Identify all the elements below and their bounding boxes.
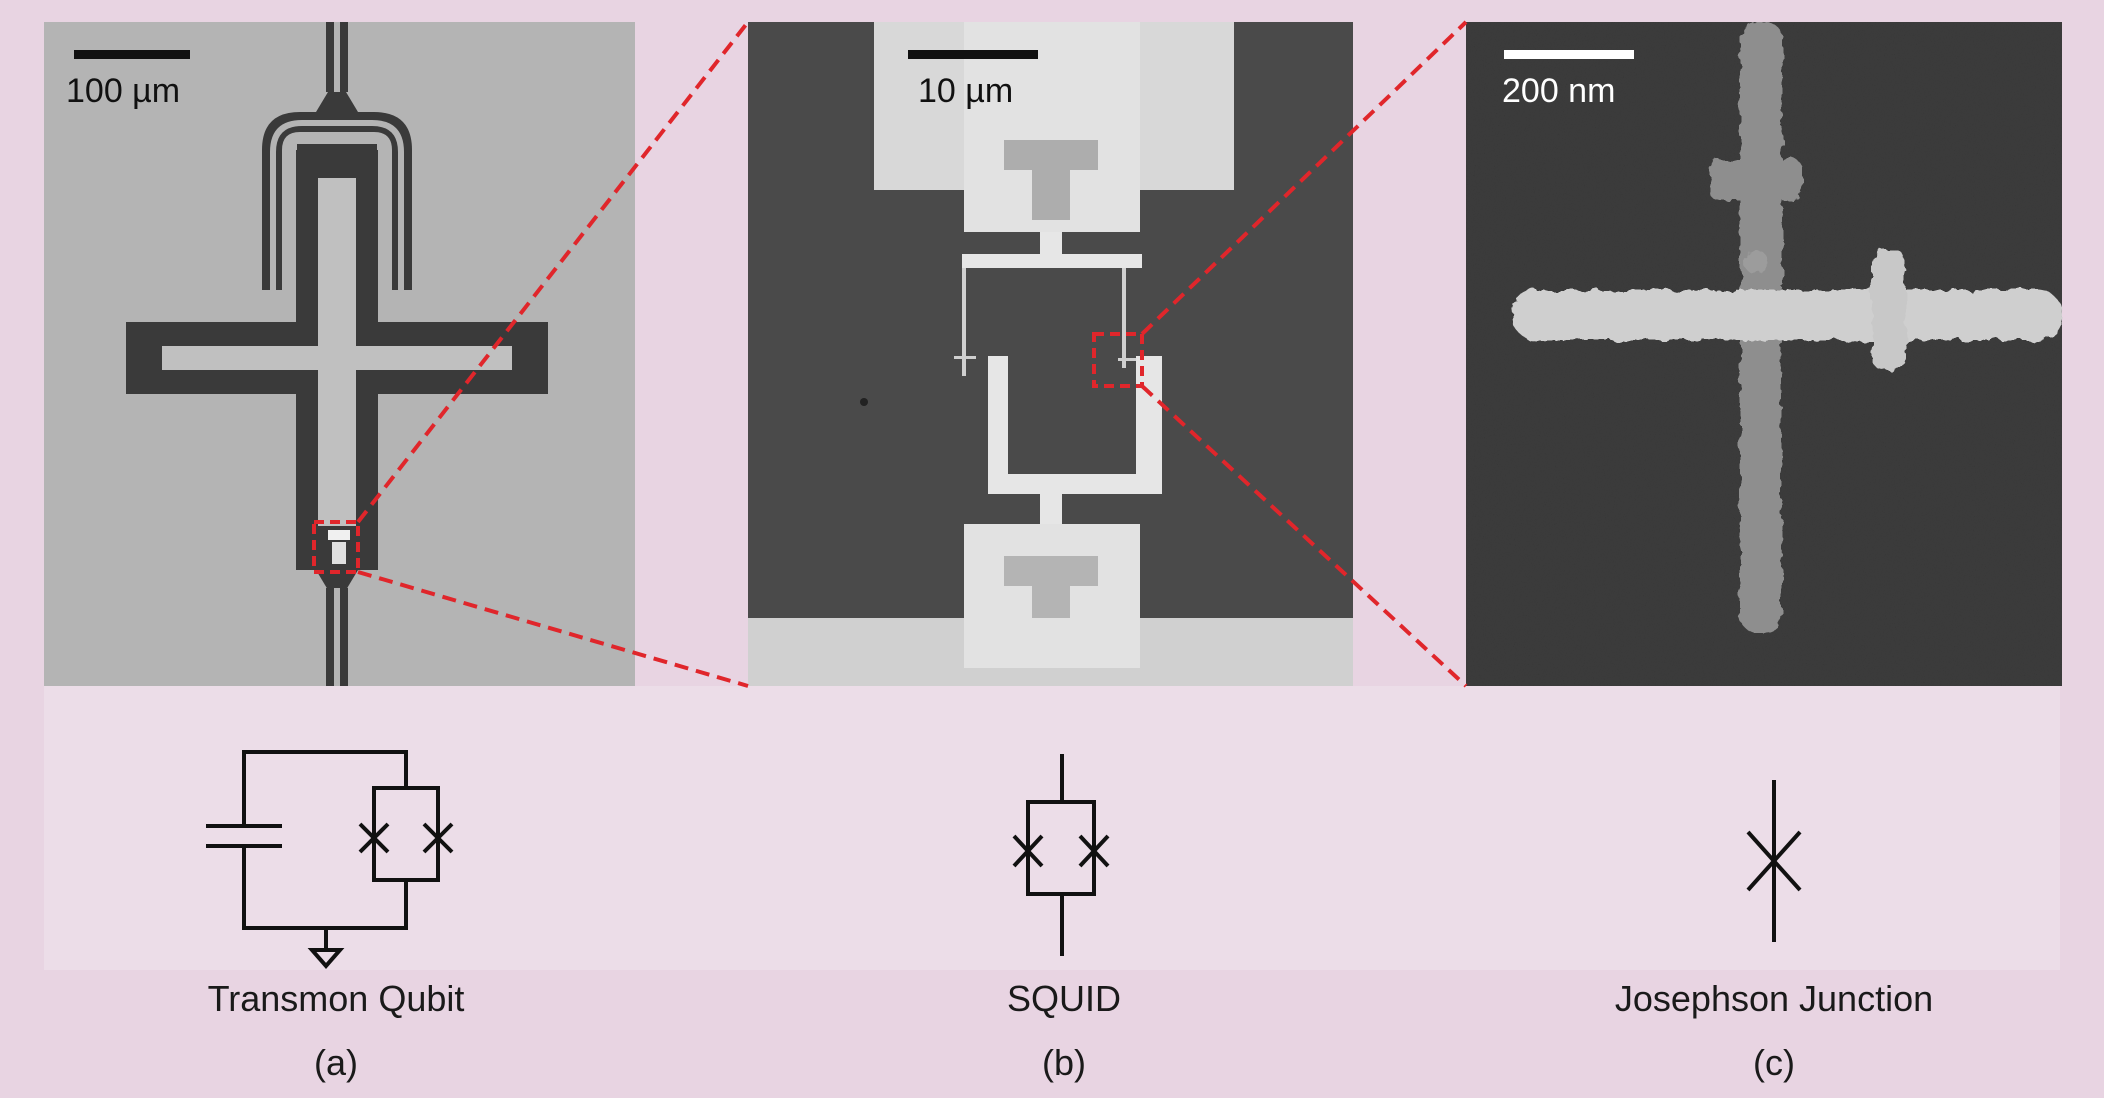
scale-label-c: 200 nm [1502, 72, 1616, 110]
scale-label-a: 100 µm [66, 72, 181, 110]
cross-metal [162, 178, 512, 526]
scale-bar-b [908, 50, 1038, 59]
horizontal-electrode [1512, 290, 2062, 340]
panel-a-micrograph [44, 22, 635, 686]
junction-squid-tiny [332, 542, 346, 564]
panel-letter-c: (c) [1753, 1042, 1795, 1083]
caption-josephson: Josephson Junction [1614, 978, 1934, 1019]
squid-wire-left [962, 268, 966, 376]
circuit-band [44, 686, 2060, 970]
caption-squid: SQUID [1006, 978, 1121, 1019]
squid-lower-loop [988, 356, 1162, 494]
zoom-box-a [312, 520, 360, 574]
josephson-junction-symbol [1746, 780, 1802, 942]
zoom-box-b [1092, 332, 1144, 388]
squid-wire-right [1122, 268, 1126, 368]
scale-bar-a [74, 50, 190, 59]
ground-symbol [307, 948, 345, 970]
zoom-line-b-bottom [1140, 384, 1468, 688]
zoom-line-a-top [356, 20, 750, 524]
zoom-line-a-bottom [357, 570, 749, 688]
caption-transmon: Transmon Qubit [207, 978, 465, 1019]
squid-box-a [372, 786, 440, 882]
scale-label-b: 10 µm [918, 72, 1014, 110]
zoom-lines [356, 20, 1468, 688]
panel-letter-b: (b) [1042, 1042, 1086, 1083]
panel-b-micrograph [748, 22, 1353, 686]
squid-circuit [1012, 754, 1110, 956]
transmon-circuit [206, 750, 454, 970]
scale-bar-c [1504, 50, 1634, 59]
panel-letter-a: (a) [314, 1042, 358, 1083]
panel-c-micrograph [1466, 22, 2062, 686]
zoom-line-b-top [1140, 20, 1468, 336]
squid-top-bar [962, 254, 1142, 268]
junction-pad-top [328, 530, 350, 540]
